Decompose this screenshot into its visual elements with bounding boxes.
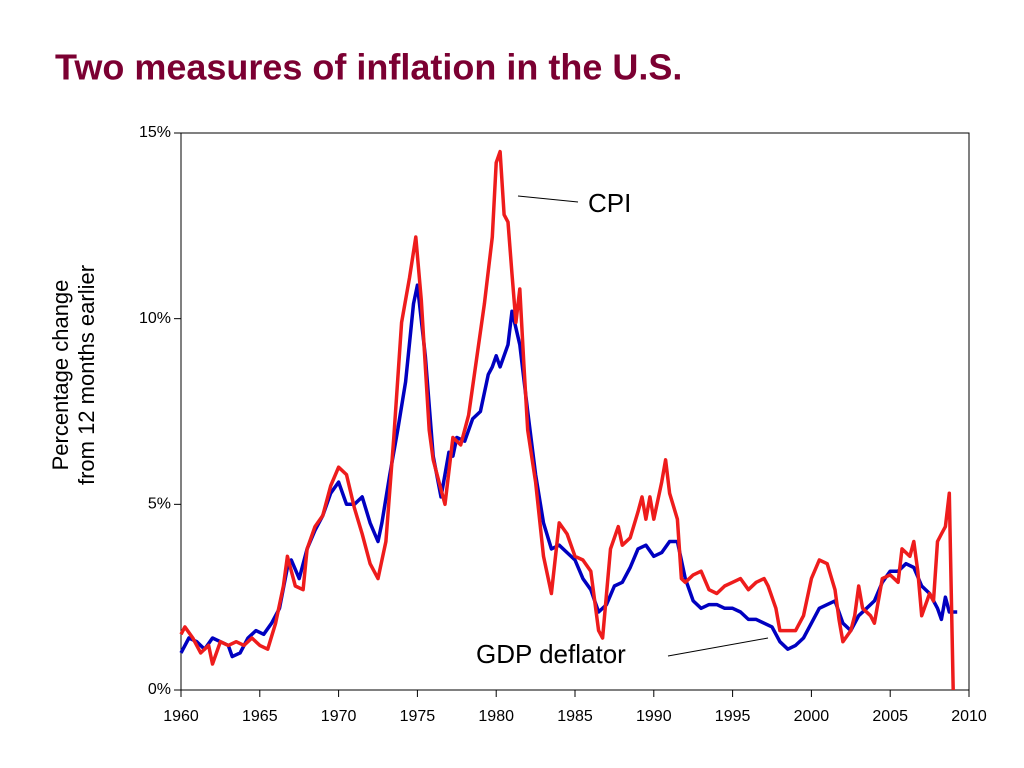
- x-tick-label: 2000: [794, 708, 830, 725]
- x-tick-label: 1995: [715, 708, 751, 725]
- y-axis-label: Percentage change: [48, 280, 73, 471]
- x-tick-label: 2010: [951, 708, 987, 725]
- leader-line: [667, 637, 769, 657]
- annotation: CPI: [588, 188, 631, 218]
- x-tick-label: 1970: [321, 708, 357, 725]
- leader-line: [517, 195, 579, 203]
- x-tick-label: 2005: [872, 708, 908, 725]
- chart-title: Two measures of inflation in the U.S.: [55, 47, 682, 88]
- series-line: [179, 149, 955, 691]
- x-tick-label: 1990: [636, 708, 672, 725]
- plot-frame: [180, 132, 970, 691]
- y-tick-label: 15%: [139, 124, 171, 141]
- x-tick-label: 1980: [478, 708, 514, 725]
- series-line: [179, 283, 958, 659]
- annotation: GDP deflator: [476, 639, 626, 669]
- x-tick-label: 1965: [242, 708, 278, 725]
- x-tick-label: 1960: [163, 708, 199, 725]
- y-tick-label: 5%: [148, 496, 171, 513]
- y-tick-label: 0%: [148, 681, 171, 698]
- y-tick-label: 10%: [139, 310, 171, 327]
- y-axis-label: from 12 months earlier: [74, 265, 99, 485]
- x-tick-label: 1975: [400, 708, 436, 725]
- x-tick-label: 1985: [557, 708, 593, 725]
